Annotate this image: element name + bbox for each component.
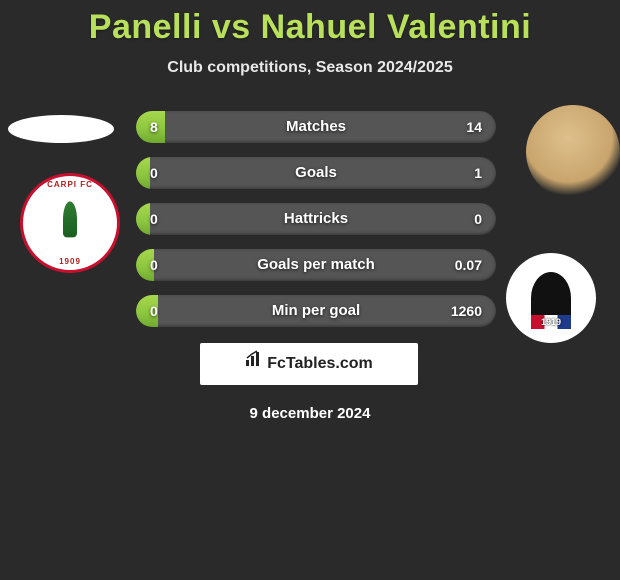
- right-club-crest: 1919: [506, 253, 596, 343]
- brand-text: FcTables.com: [267, 355, 373, 372]
- stat-label: Matches: [136, 111, 496, 143]
- stat-rows: 814Matches 01Goals 00Hattricks 00.07Goals p…: [136, 111, 496, 341]
- page-subtitle: Club competitions, Season 2024/2025: [0, 59, 620, 77]
- barchart-icon: [245, 343, 263, 385]
- left-club-crest: CARPI FC 1909: [20, 173, 120, 273]
- left-crest-top-text: CARPI FC: [23, 180, 117, 189]
- stat-row: 814Matches: [136, 111, 496, 143]
- stat-row: 01Goals: [136, 157, 496, 189]
- left-player-avatar: [8, 115, 114, 143]
- page-title: Panelli vs Nahuel Valentini: [0, 0, 620, 47]
- right-crest-year: 1919: [541, 317, 561, 327]
- stat-row: 01260Min per goal: [136, 295, 496, 327]
- stat-row: 00Hattricks: [136, 203, 496, 235]
- left-crest-year: 1909: [23, 257, 117, 266]
- stat-label: Min per goal: [136, 295, 496, 327]
- brand-badge: FcTables.com: [200, 343, 418, 385]
- stat-label: Hattricks: [136, 203, 496, 235]
- stat-label: Goals: [136, 157, 496, 189]
- right-player-avatar: [526, 105, 620, 199]
- stat-row: 00.07Goals per match: [136, 249, 496, 281]
- stat-label: Goals per match: [136, 249, 496, 281]
- snapshot-date: 9 december 2024: [0, 405, 620, 422]
